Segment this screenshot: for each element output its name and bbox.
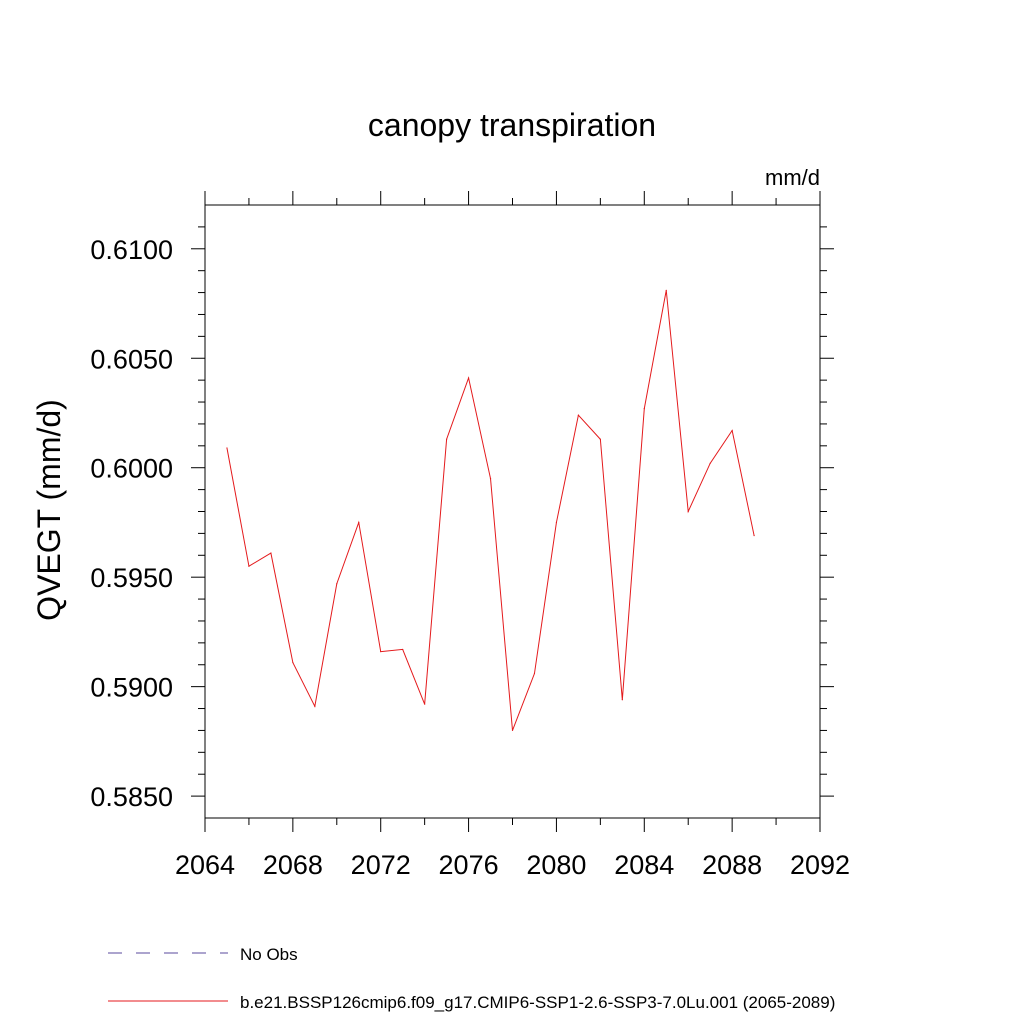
data-point bbox=[226, 447, 228, 449]
y-tick-label: 0.6000 bbox=[90, 454, 173, 484]
data-point bbox=[533, 672, 536, 675]
x-tick-label: 2092 bbox=[790, 850, 850, 880]
data-point bbox=[358, 521, 360, 524]
x-tick-label: 2064 bbox=[175, 850, 235, 880]
y-tick-label: 0.6100 bbox=[90, 235, 173, 265]
axis-ticks bbox=[191, 191, 834, 832]
x-tick-label: 2080 bbox=[526, 850, 586, 880]
units-label: mm/d bbox=[765, 165, 820, 190]
y-tick-label: 0.6050 bbox=[90, 344, 173, 374]
data-point bbox=[467, 377, 470, 379]
data-point bbox=[446, 438, 448, 440]
data-point bbox=[270, 552, 272, 554]
y-axis-label: QVEGT (mm/d) bbox=[31, 399, 67, 621]
data-point bbox=[424, 703, 426, 705]
chart-title: canopy transpiration bbox=[368, 107, 656, 143]
data-point bbox=[731, 429, 733, 432]
data-point bbox=[621, 699, 623, 701]
legend-label-series: b.e21.BSSP126cmip6.f09_g17.CMIP6-SSP1-2.… bbox=[240, 993, 835, 1012]
data-point bbox=[292, 661, 294, 664]
x-tick-label: 2068 bbox=[263, 850, 323, 880]
y-tick-label: 0.5850 bbox=[90, 782, 173, 812]
data-point bbox=[709, 462, 711, 464]
data-point bbox=[402, 648, 404, 651]
data-point bbox=[665, 289, 667, 291]
legend: No Obs b.e21.BSSP126cmip6.f09_g17.CMIP6-… bbox=[108, 945, 835, 1012]
data-point bbox=[687, 510, 689, 513]
data-point bbox=[314, 705, 316, 707]
data-point bbox=[248, 565, 250, 567]
data-point bbox=[336, 583, 338, 585]
x-tick-label: 2084 bbox=[614, 850, 674, 880]
y-tick-label: 0.5900 bbox=[90, 673, 173, 703]
data-point bbox=[555, 521, 558, 524]
legend-label-no-obs: No Obs bbox=[240, 945, 298, 964]
series-layer bbox=[226, 289, 755, 732]
data-point bbox=[643, 408, 645, 410]
data-point bbox=[511, 729, 514, 732]
tick-labels: 2064 2068 2072 2076 2080 2084 2088 2092 0.5850 0.… bbox=[90, 235, 850, 880]
data-point bbox=[599, 438, 601, 440]
x-tick-label: 2076 bbox=[439, 850, 499, 880]
data-point bbox=[753, 534, 755, 537]
x-tick-label: 2088 bbox=[702, 850, 762, 880]
data-point bbox=[489, 478, 492, 480]
data-point bbox=[577, 414, 579, 416]
series-line bbox=[226, 290, 755, 731]
x-tick-label: 2072 bbox=[351, 850, 411, 880]
plot-frame bbox=[204, 204, 821, 819]
y-tick-label: 0.5950 bbox=[90, 563, 173, 593]
data-point bbox=[380, 651, 382, 653]
